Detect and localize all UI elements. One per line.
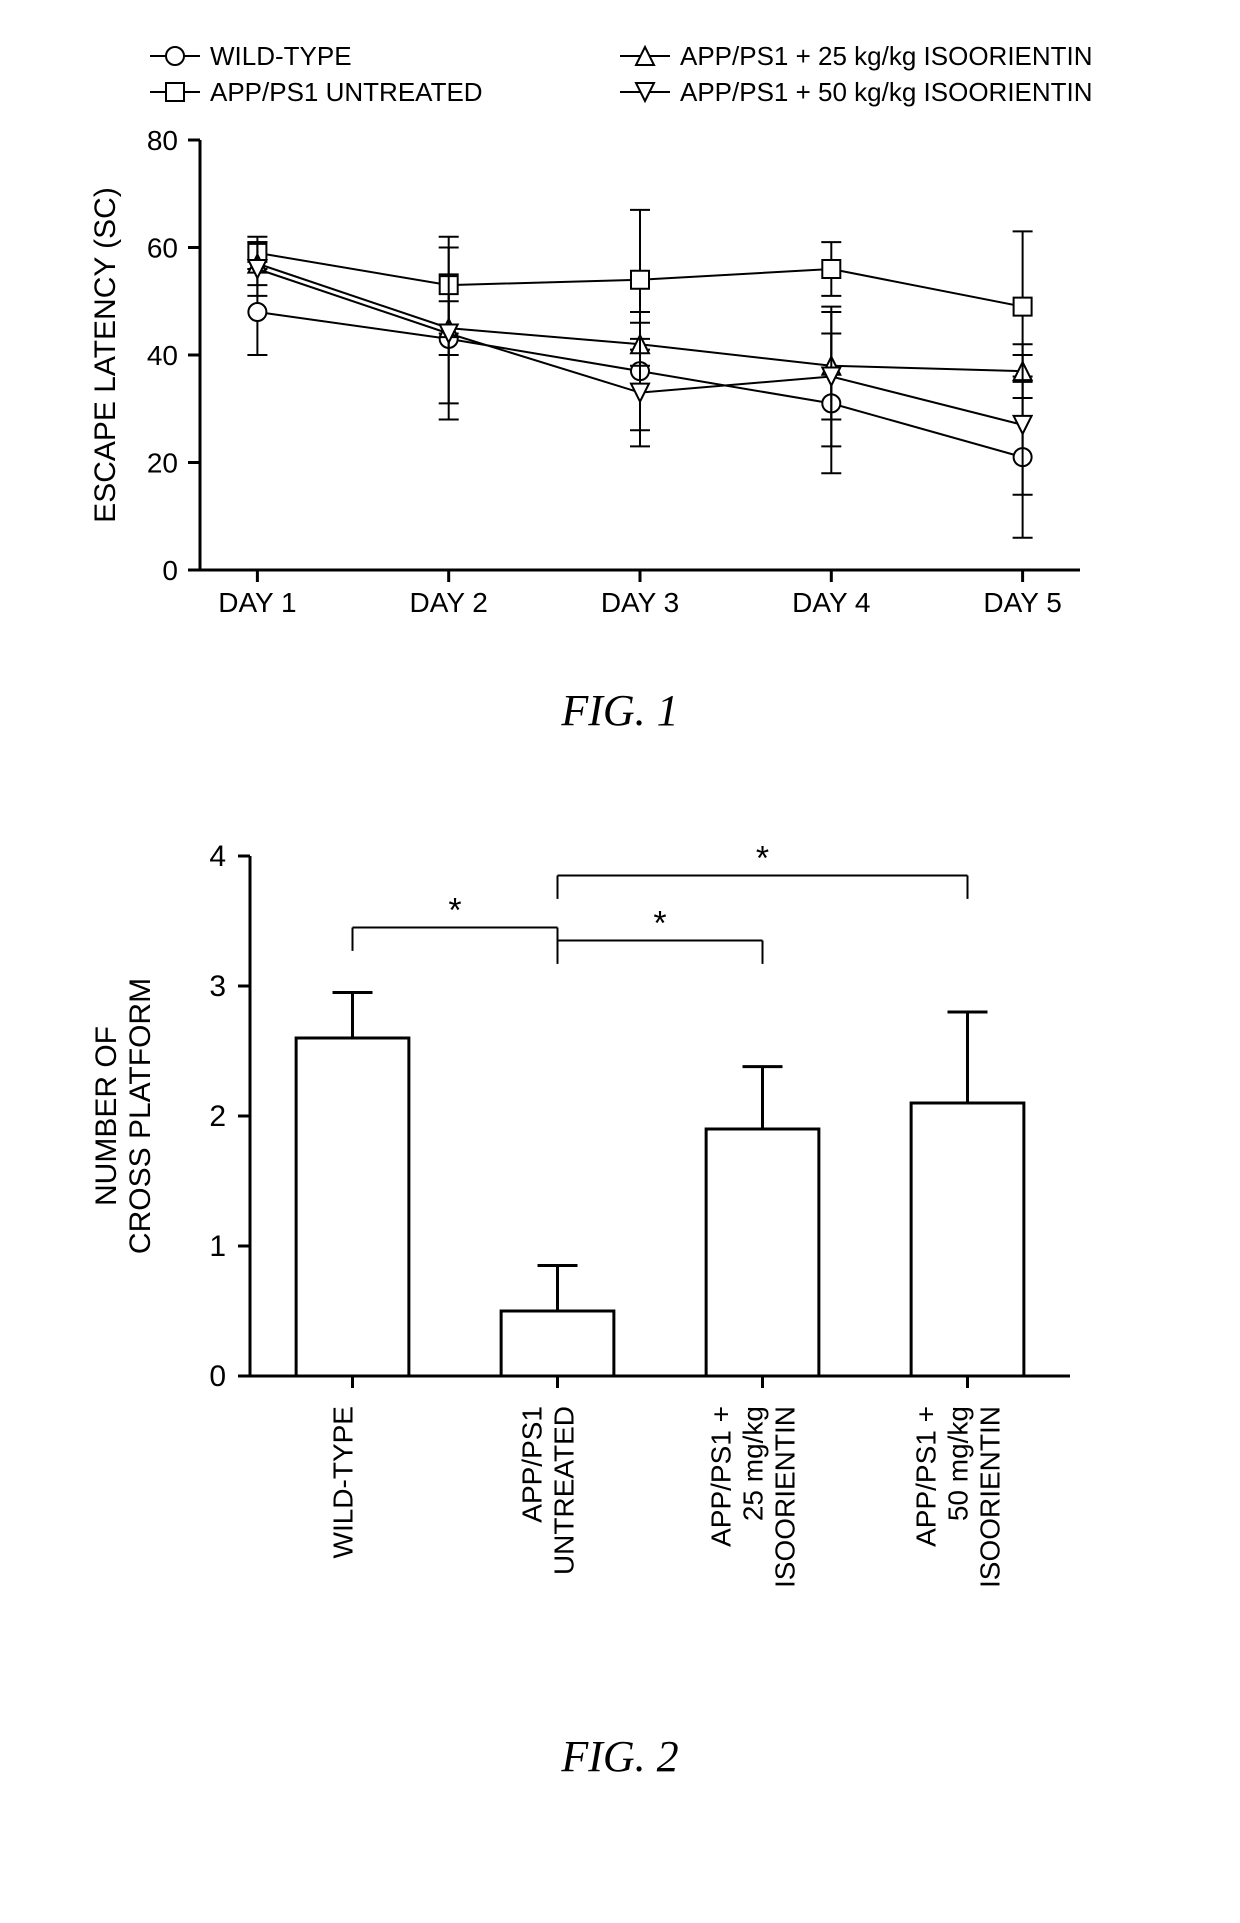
svg-text:60: 60 — [147, 233, 178, 264]
figure-2: 0 1 2 3 4 NUMBER OFCROSS PLATFORM WILD-TYPE APP… — [20, 816, 1220, 1782]
svg-text:20: 20 — [147, 448, 178, 479]
svg-text:ISOORIENTIN: ISOORIENTIN — [975, 1406, 1006, 1588]
svg-text:UNTREATED: UNTREATED — [549, 1406, 580, 1575]
svg-text:NUMBER OF: NUMBER OF — [90, 1026, 123, 1206]
svg-text:APP/PS1 + 25 kg/kg ISOORIENTIN: APP/PS1 + 25 kg/kg ISOORIENTIN — [680, 41, 1093, 71]
svg-text:50 mg/kg: 50 mg/kg — [943, 1406, 974, 1521]
figure-1: WILD-TYPE APP/PS1 UNTREATED APP/PS1 + 25 k… — [20, 30, 1220, 736]
svg-text:40: 40 — [147, 340, 178, 371]
svg-text:2: 2 — [209, 1100, 226, 1133]
fig1-chart: WILD-TYPE APP/PS1 UNTREATED APP/PS1 + 25 k… — [20, 30, 1120, 670]
svg-text:1: 1 — [209, 1230, 226, 1263]
svg-text:ESCAPE LATENCY (SC): ESCAPE LATENCY (SC) — [89, 187, 122, 523]
svg-text:*: * — [756, 840, 769, 878]
svg-text:DAY 2: DAY 2 — [410, 587, 488, 618]
svg-text:APP/PS1: APP/PS1 — [517, 1406, 548, 1523]
svg-text:APP/PS1 UNTREATED: APP/PS1 UNTREATED — [210, 77, 483, 107]
svg-text:APP/PS1 + 50 kg/kg ISOORIENTIN: APP/PS1 + 50 kg/kg ISOORIENTIN — [680, 77, 1093, 107]
svg-text:DAY 4: DAY 4 — [792, 587, 870, 618]
svg-text:DAY 5: DAY 5 — [983, 587, 1061, 618]
svg-text:APP/PS1 +: APP/PS1 + — [706, 1406, 737, 1547]
svg-text:25 mg/kg: 25 mg/kg — [738, 1406, 769, 1521]
svg-text:WILD-TYPE: WILD-TYPE — [210, 41, 352, 71]
svg-text:DAY 1: DAY 1 — [218, 587, 296, 618]
svg-text:*: * — [653, 905, 666, 943]
fig1-caption: FIG. 1 — [20, 685, 1220, 736]
fig2-chart: 0 1 2 3 4 NUMBER OFCROSS PLATFORM WILD-TYPE APP… — [20, 816, 1120, 1716]
svg-text:WILD-TYPE: WILD-TYPE — [328, 1406, 359, 1558]
svg-text:3: 3 — [209, 970, 226, 1003]
fig2-caption: FIG. 2 — [20, 1731, 1220, 1782]
svg-text:0: 0 — [162, 555, 178, 586]
svg-text:CROSS PLATFORM: CROSS PLATFORM — [124, 978, 157, 1254]
svg-text:*: * — [448, 892, 461, 930]
svg-text:0: 0 — [209, 1360, 226, 1393]
svg-text:DAY 3: DAY 3 — [601, 587, 679, 618]
svg-text:80: 80 — [147, 125, 178, 156]
svg-text:4: 4 — [209, 840, 226, 873]
svg-text:ISOORIENTIN: ISOORIENTIN — [770, 1406, 801, 1588]
svg-text:APP/PS1 +: APP/PS1 + — [911, 1406, 942, 1547]
